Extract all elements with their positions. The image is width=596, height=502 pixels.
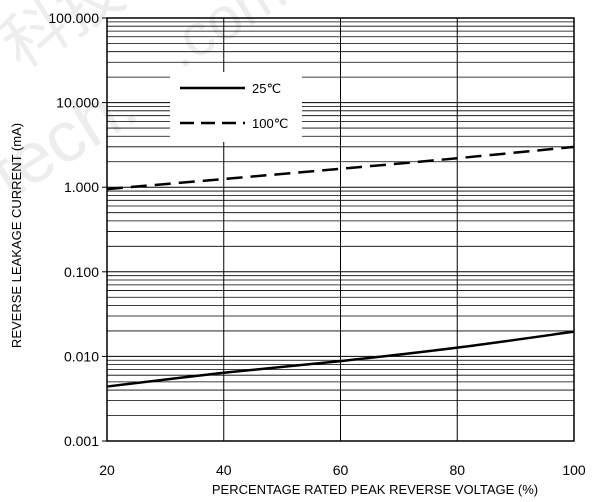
series-line-1 [106, 330, 575, 388]
legend-label-1: 25℃ [252, 81, 281, 96]
x-tick-label: 60 [333, 462, 349, 478]
grid [106, 17, 575, 442]
y-tick-label: 0.100 [64, 264, 99, 280]
y-axis-ticks: 0.001 0.010 0.100 1.000 10.000 100.000 [48, 10, 107, 449]
x-tick-label: 80 [449, 462, 465, 478]
series-line-2 [106, 145, 575, 191]
x-axis-title: PERCENTAGE RATED PEAK REVERSE VOLTAGE (%… [212, 482, 538, 497]
y-tick-label: 100.000 [48, 10, 99, 26]
x-tick-label: 100 [562, 462, 586, 478]
y-axis-title: REVERSE LEAKAGE CURRENT (mA) [9, 123, 24, 348]
watermark-text: .com [151, 0, 297, 81]
plot-area [106, 17, 575, 442]
series-group [106, 145, 575, 388]
x-tick-label: 40 [216, 462, 232, 478]
y-tick-label: 1.000 [64, 179, 99, 195]
x-tick-label: 20 [99, 462, 115, 478]
x-axis-ticks: 20 40 60 80 100 [99, 462, 586, 478]
legend-box [170, 72, 302, 142]
legend: 25℃ 100℃ [170, 72, 302, 142]
y-tick-label: 0.010 [64, 348, 99, 364]
y-tick-label: 10.000 [56, 95, 99, 111]
y-tick-label: 0.001 [64, 433, 99, 449]
legend-label-2: 100℃ [252, 116, 288, 131]
